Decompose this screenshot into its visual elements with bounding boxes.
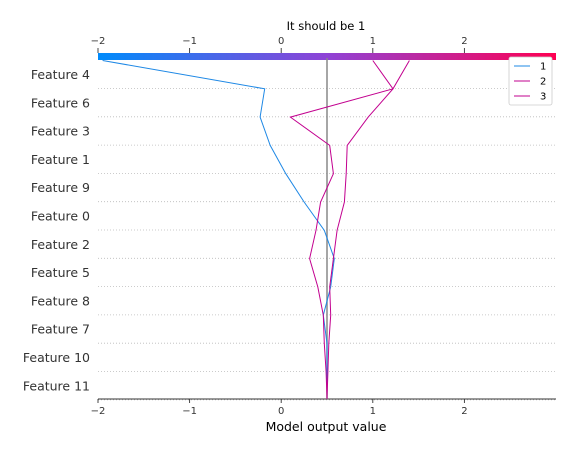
- series-line: [326, 60, 394, 400]
- feature-label: Feature 10: [23, 350, 90, 365]
- bottom-tick-label: 0: [278, 406, 284, 417]
- series-line: [102, 60, 335, 399]
- feature-label: Feature 0: [31, 209, 90, 224]
- feature-label: Feature 11: [23, 378, 90, 393]
- top-axis: −2 −1 0 1 2: [91, 36, 468, 53]
- series-line: [289, 60, 410, 400]
- top-tick-label: −1: [182, 36, 197, 47]
- top-tick-label: −2: [91, 36, 106, 47]
- legend: 1 2 3: [508, 56, 553, 106]
- feature-label: Feature 5: [31, 265, 90, 280]
- chart-title: It should be 1: [287, 19, 366, 33]
- legend-label: 3: [540, 92, 546, 103]
- x-axis-label: Model output value: [266, 419, 387, 434]
- feature-label: Feature 1: [31, 152, 90, 167]
- bottom-axis: −2 −1 0 1 2: [91, 398, 556, 417]
- legend-label: 1: [540, 62, 546, 73]
- feature-label: Feature 9: [31, 180, 90, 195]
- top-tick-label: 1: [370, 36, 376, 47]
- bottom-tick-label: 2: [461, 406, 467, 417]
- top-tick-label: 2: [461, 36, 467, 47]
- feature-label: Feature 3: [31, 124, 90, 139]
- bottom-tick-label: 1: [370, 406, 376, 417]
- colorbar: [98, 53, 556, 60]
- legend-label: 2: [540, 77, 546, 88]
- feature-labels: Feature 4 Feature 6 Feature 3 Feature 1 Feat…: [23, 67, 90, 393]
- feature-label: Feature 6: [31, 95, 90, 110]
- feature-label: Feature 2: [31, 237, 90, 252]
- bottom-tick-label: −2: [91, 406, 106, 417]
- bottom-tick-label: −1: [182, 406, 197, 417]
- legend-box: [508, 56, 553, 106]
- series-group: [102, 60, 410, 400]
- feature-label: Feature 8: [31, 293, 90, 308]
- top-tick-label: 0: [278, 36, 284, 47]
- feature-label: Feature 4: [31, 67, 90, 82]
- feature-label: Feature 7: [31, 322, 90, 337]
